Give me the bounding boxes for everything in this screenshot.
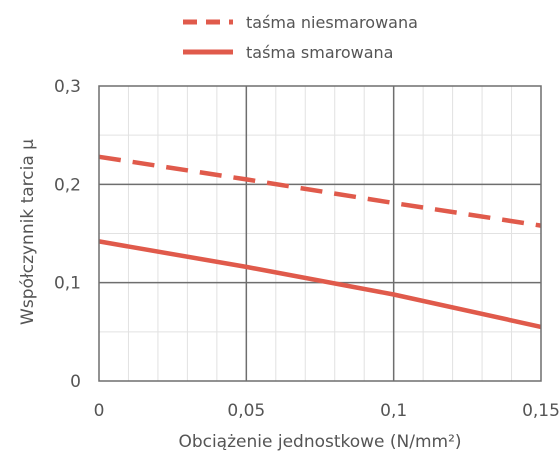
grid bbox=[99, 86, 541, 381]
legend: taśma niesmarowana taśma smarowana bbox=[183, 13, 418, 62]
x-tick-label: 0,05 bbox=[227, 401, 265, 421]
series-lines bbox=[98, 154, 542, 330]
y-tick-label: 0,3 bbox=[54, 77, 81, 97]
x-tick-label: 0,1 bbox=[380, 401, 407, 421]
x-tick-label: 0,15 bbox=[522, 401, 559, 421]
legend-label-unlubricated: taśma niesmarowana bbox=[246, 13, 418, 32]
y-tick-label: 0 bbox=[70, 372, 81, 392]
axes: 0 0,05 0,1 0,15 0 0,1 0,2 0,3 bbox=[54, 77, 559, 421]
legend-label-lubricated: taśma smarowana bbox=[246, 43, 393, 62]
series-line-solid bbox=[98, 239, 542, 330]
y-axis-label: Współczynnik tarcia μ bbox=[18, 139, 38, 325]
y-tick-label: 0,1 bbox=[54, 274, 81, 294]
y-tick-label: 0,2 bbox=[54, 175, 81, 195]
plot-frame bbox=[98, 85, 542, 382]
x-tick-label: 0 bbox=[94, 401, 105, 421]
series-line-dashed bbox=[98, 154, 542, 228]
x-axis-label: Obciążenie jednostkowe (N/mm²) bbox=[178, 432, 461, 452]
